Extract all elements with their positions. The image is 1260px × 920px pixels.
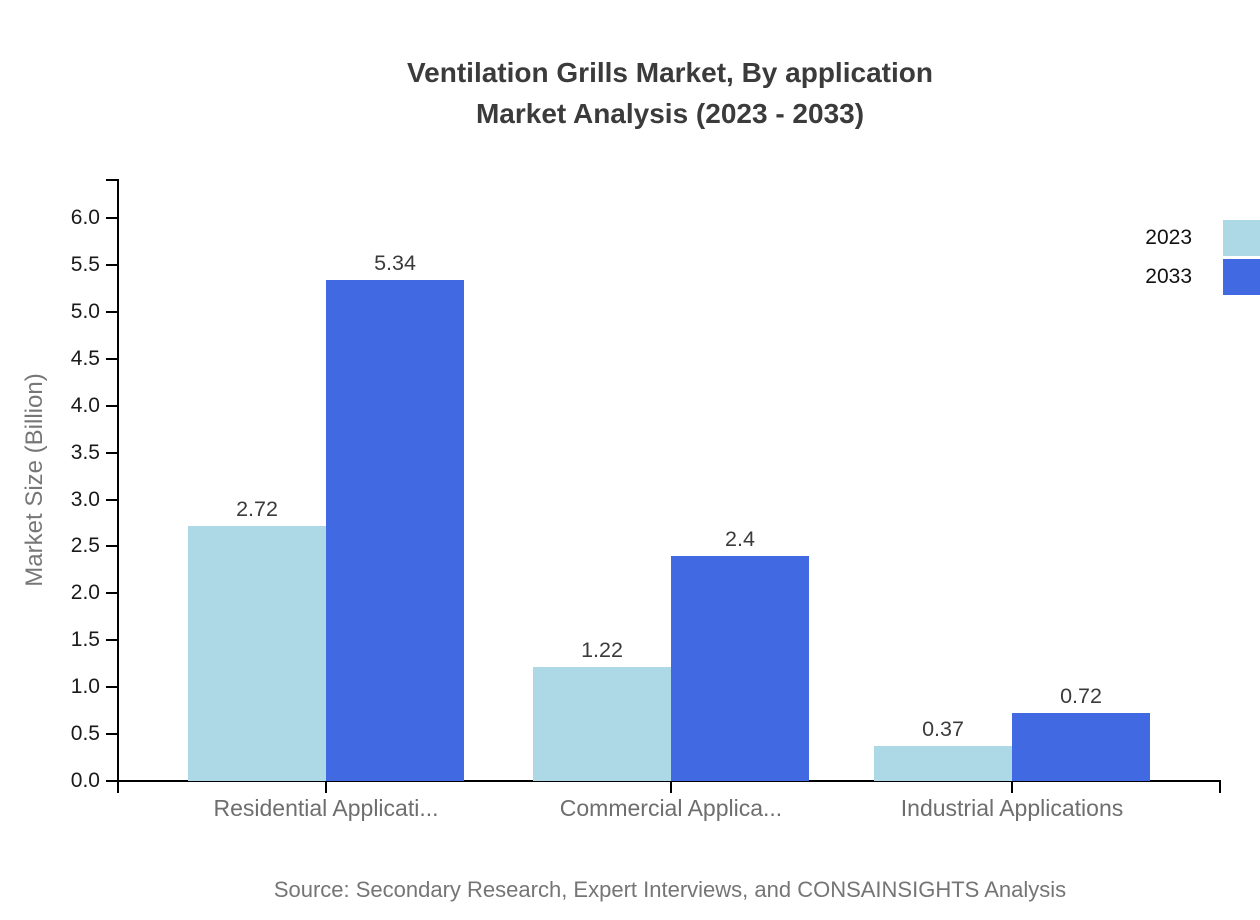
chart-title-line1: Ventilation Grills Market, By applicatio… [407,57,933,88]
y-tick [106,499,118,501]
y-tick-label: 4.0 [70,394,100,417]
bar-value-label: 5.34 [374,251,416,275]
y-tick [106,686,118,688]
y-tick [106,217,118,219]
y-tick [106,733,118,735]
category-label: Commercial Applica... [559,795,783,821]
y-axis-line [117,179,119,782]
y-tick [106,545,118,547]
y-tick [106,311,118,313]
bar-value-label: 2.72 [236,497,278,521]
x-axis-line [117,780,1221,782]
bar-2033-1 [326,280,464,781]
y-tick-label: 6.0 [70,206,100,229]
y-tick-label: 1.5 [70,628,100,651]
y-tick [106,780,118,782]
x-axis-end-cap [117,781,119,793]
legend-label-2033: 2033 [1145,265,1192,288]
legend-item-2033: 2033 [940,259,1260,295]
y-tick-label: 5.5 [70,253,100,276]
y-tick-label: 5.0 [70,300,100,323]
bar-value-label: 1.22 [581,638,623,662]
category-label: Residential Applicati... [213,795,439,821]
source-note: Source: Secondary Research, Expert Inter… [273,877,1067,902]
x-tick [325,781,327,793]
y-tick-label: 3.5 [70,441,100,464]
y-tick-label: 0.5 [70,722,100,745]
bar-2033-3 [1012,713,1150,781]
bar-2023-2 [533,667,671,781]
y-tick-label: 0.0 [70,769,100,792]
chart-title-line2: Market Analysis (2023 - 2033) [475,98,865,129]
y-tick [106,358,118,360]
bar-value-label: 2.4 [725,527,755,551]
bar-value-label: 0.37 [922,717,964,741]
y-tick-label: 3.0 [70,488,100,511]
bar-2023-1 [188,526,326,781]
bar-2033-2 [671,556,809,781]
bar-value-label: 0.72 [1060,684,1102,708]
x-axis-end-cap [1219,781,1221,793]
y-tick-label: 1.0 [70,675,100,698]
legend-item-2023: 2023 [940,220,1260,256]
bar-2023-3 [874,746,1012,781]
y-tick-label: 2.0 [70,581,100,604]
y-tick [106,639,118,641]
y-tick-label: 4.5 [70,347,100,370]
y-tick-label: 2.5 [70,534,100,557]
category-label: Industrial Applications [900,795,1124,821]
y-axis-end-cap [106,179,118,181]
y-tick [106,452,118,454]
chart-title: Ventilation Grills Market, By applicatio… [80,52,1260,134]
x-tick [670,781,672,793]
y-tick [106,405,118,407]
legend-swatch-2033 [1223,259,1260,295]
y-tick [106,592,118,594]
y-tick [106,264,118,266]
x-tick [1011,781,1013,793]
legend-label-2023: 2023 [1145,226,1192,249]
legend-swatch-2023 [1223,220,1260,256]
